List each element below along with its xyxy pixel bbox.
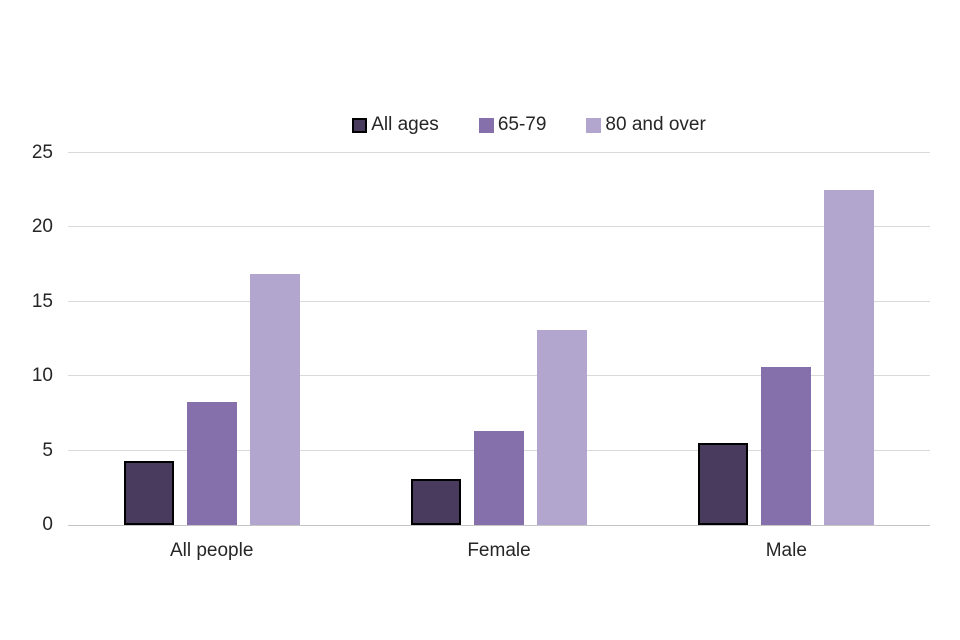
legend-label: All ages: [371, 114, 439, 135]
gridline: [68, 375, 930, 377]
legend-label: 65-79: [497, 114, 547, 135]
legend-label: 80 and over: [605, 114, 706, 135]
y-tick-label: 5: [42, 439, 53, 461]
legend-item-1: 65-79: [478, 112, 547, 138]
x-axis-labels: All people Female Male: [68, 539, 930, 563]
legend-swatch-icon: [586, 117, 602, 133]
bar-group-all-people: [68, 153, 355, 525]
bar-65-79: [473, 431, 524, 525]
bar-group-male: [643, 153, 930, 525]
bar-80-and-over: [824, 190, 875, 525]
gridline: [68, 300, 930, 302]
bar-group-female: [355, 153, 642, 525]
x-tick-label: All people: [169, 540, 254, 561]
legend-swatch-icon: [478, 117, 494, 133]
bar-80-and-over: [536, 330, 587, 525]
y-tick-label: 10: [31, 365, 53, 387]
y-tick-label: 0: [42, 514, 53, 535]
y-tick-label: 15: [31, 290, 53, 312]
bar-all-ages: [410, 478, 461, 525]
legend-item-0: All ages: [352, 112, 439, 138]
legend-swatch-icon: [352, 117, 368, 133]
bar-80-and-over: [249, 273, 300, 525]
legend-item-2: 80 and over: [586, 112, 706, 138]
bar-65-79: [761, 367, 812, 525]
y-tick-label: 20: [31, 216, 53, 238]
bar-groups: [68, 153, 930, 525]
bar-all-ages: [123, 461, 174, 525]
gridline: [68, 226, 930, 228]
y-tick-label: 25: [31, 142, 53, 163]
x-tick-label: Male: [765, 540, 807, 561]
gridline: [68, 152, 930, 153]
bar-65-79: [186, 401, 237, 525]
bar-all-ages: [698, 443, 749, 525]
chart-legend: All ages 65-79 80 and over: [98, 112, 960, 138]
x-axis-line: [68, 525, 930, 526]
x-tick-label: Female: [467, 540, 531, 561]
plot-area: [68, 152, 930, 526]
